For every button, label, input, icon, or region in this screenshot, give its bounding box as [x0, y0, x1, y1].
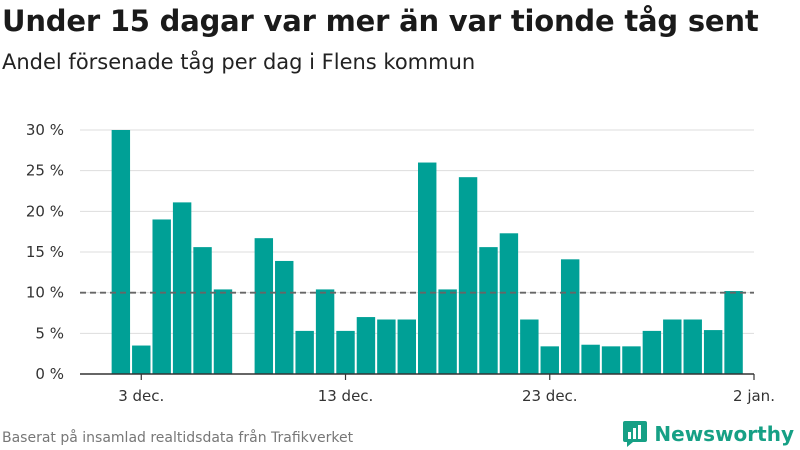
bar — [356, 317, 376, 374]
y-tick-label: 10 % — [26, 284, 64, 302]
brand-logo: Newsworthy — [622, 420, 794, 448]
bar — [724, 291, 743, 374]
bar — [315, 289, 335, 374]
bar — [172, 202, 192, 374]
bar — [601, 346, 621, 374]
y-tick-label: 0 % — [35, 365, 64, 383]
y-tick-label: 20 % — [26, 202, 64, 220]
y-tick-label: 15 % — [26, 243, 64, 261]
bar — [479, 247, 498, 374]
bar-chart-logo-icon — [623, 421, 648, 447]
bar — [275, 260, 294, 374]
y-tick-label: 25 % — [26, 162, 64, 180]
bar — [111, 130, 131, 374]
bar — [622, 346, 641, 374]
bar — [703, 330, 723, 374]
bar — [132, 345, 151, 374]
y-tick-label: 5 % — [35, 324, 64, 342]
bar — [213, 289, 233, 374]
chart-subtitle: Andel försenade tåg per dag i Flens komm… — [2, 50, 476, 74]
y-tick-label: 30 % — [26, 121, 64, 139]
bar — [152, 219, 171, 374]
brand-name: Newsworthy — [654, 422, 794, 446]
bar — [560, 259, 580, 374]
bar — [336, 330, 355, 374]
bar — [663, 319, 682, 374]
bar — [418, 162, 437, 374]
bar — [397, 319, 416, 374]
source-note: Baserat på insamlad realtidsdata från Tr… — [2, 430, 354, 446]
bar — [683, 319, 702, 374]
x-tick-label: 2 jan. — [733, 387, 775, 405]
bar — [581, 344, 600, 374]
bar — [458, 177, 478, 374]
bar — [642, 330, 662, 374]
bar — [377, 319, 396, 374]
bar — [295, 330, 314, 374]
bar — [520, 319, 539, 374]
bar — [499, 233, 519, 374]
bar — [254, 238, 274, 374]
bar — [540, 346, 559, 374]
bar-chart: 0 % 5 % 10 % 15 % 20 % 25 % 30 % 3 dec. 13 dec. 2… — [26, 121, 775, 405]
x-tick-label: 13 dec. — [318, 387, 374, 405]
x-tick-label: 23 dec. — [522, 387, 578, 405]
chart-title: Under 15 dagar var mer än var tionde tåg… — [2, 4, 759, 38]
bar — [438, 289, 457, 374]
bar — [193, 247, 212, 374]
x-tick-label: 3 dec. — [118, 387, 164, 405]
